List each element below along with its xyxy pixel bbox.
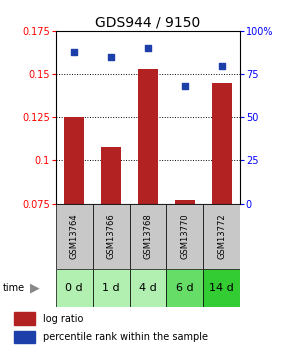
Bar bbox=[166, 269, 203, 307]
Bar bbox=[175, 200, 195, 204]
Bar bbox=[166, 204, 203, 269]
Bar bbox=[93, 204, 130, 269]
Text: time: time bbox=[3, 283, 25, 293]
Point bbox=[146, 46, 150, 51]
Point bbox=[109, 54, 113, 60]
Bar bbox=[130, 269, 166, 307]
Text: 1 d: 1 d bbox=[102, 283, 120, 293]
Bar bbox=[138, 69, 158, 204]
Text: percentile rank within the sample: percentile rank within the sample bbox=[43, 332, 208, 342]
Text: GSM13764: GSM13764 bbox=[70, 214, 79, 259]
Bar bbox=[93, 269, 130, 307]
Bar bbox=[56, 204, 93, 269]
Text: GSM13766: GSM13766 bbox=[107, 214, 115, 259]
Bar bbox=[130, 204, 166, 269]
Title: GDS944 / 9150: GDS944 / 9150 bbox=[95, 16, 201, 30]
Text: GSM13768: GSM13768 bbox=[144, 214, 152, 259]
Point bbox=[72, 49, 76, 55]
Text: GSM13770: GSM13770 bbox=[180, 214, 189, 259]
Point bbox=[183, 83, 187, 89]
Text: 14 d: 14 d bbox=[209, 283, 234, 293]
Text: 4 d: 4 d bbox=[139, 283, 157, 293]
Bar bbox=[14, 331, 35, 343]
Text: 0 d: 0 d bbox=[65, 283, 83, 293]
Bar bbox=[14, 313, 35, 325]
Point bbox=[219, 63, 224, 68]
Bar bbox=[203, 204, 240, 269]
Text: log ratio: log ratio bbox=[43, 314, 84, 324]
Bar bbox=[212, 83, 232, 204]
Bar bbox=[64, 117, 84, 204]
Bar bbox=[203, 269, 240, 307]
Text: ▶: ▶ bbox=[30, 282, 40, 295]
Text: GSM13772: GSM13772 bbox=[217, 214, 226, 259]
Bar bbox=[101, 147, 121, 204]
Bar bbox=[56, 269, 93, 307]
Text: 6 d: 6 d bbox=[176, 283, 194, 293]
